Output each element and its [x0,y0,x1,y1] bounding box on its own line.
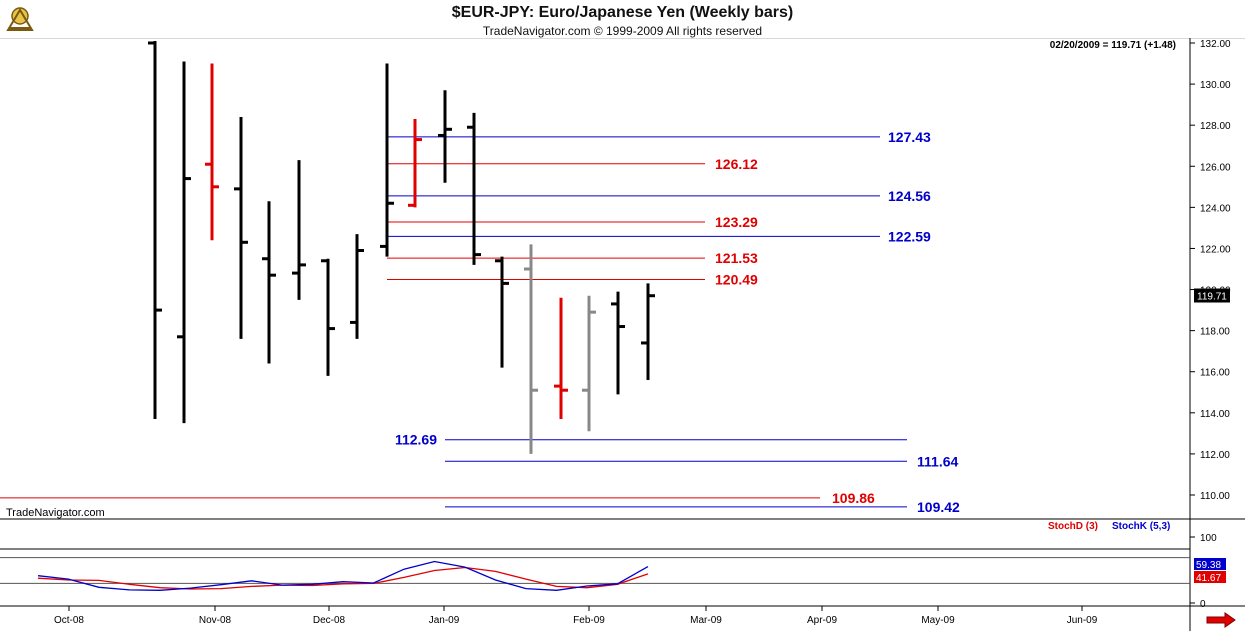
level-label: 109.42 [917,499,960,515]
stoch-d-line [37,566,649,590]
time-tick-label: Dec-08 [313,615,346,626]
level-label: 122.59 [888,228,931,244]
last-price-label: 119.71 [1197,292,1227,303]
price-tick-label: 112.00 [1200,450,1230,461]
stoch-k-badge [1194,558,1226,570]
time-tick-label: Apr-09 [807,615,837,626]
time-tick-label: Nov-08 [199,615,232,626]
scroll-right-arrow-icon[interactable] [1205,612,1237,628]
price-tick-label: 114.00 [1200,409,1230,420]
stoch-d-value: 41.67 [1196,573,1221,584]
time-tick-label: Mar-09 [690,615,722,626]
price-readout: 02/20/2009 = 119.71 (+1.48) [1049,40,1176,51]
time-tick-label: Jun-09 [1067,615,1098,626]
level-label: 127.43 [888,129,931,145]
chart-header: $EUR-JPY: Euro/Japanese Yen (Weekly bars… [0,0,1245,39]
osc-tick-label: 0 [1200,599,1206,610]
stoch-k-legend: StochK (5,3) [1112,521,1171,532]
price-tick-label: 130.00 [1200,80,1231,91]
stoch-k-line [37,560,649,591]
price-tick-label: 128.00 [1200,121,1231,132]
price-tick-label: 116.00 [1200,368,1230,379]
level-label: 111.64 [917,453,958,469]
brand-label: TradeNavigator.com [6,507,105,519]
level-label: 120.49 [715,271,758,287]
chart-subtitle: TradeNavigator.com © 1999-2009 All right… [482,24,763,38]
time-tick-label: Oct-08 [54,615,84,626]
level-label: 121.53 [715,250,758,266]
chart-title: $EUR-JPY: Euro/Japanese Yen (Weekly bars… [451,4,794,21]
stoch-d-badge [1194,571,1226,583]
time-tick-label: Jan-09 [429,615,460,626]
level-label: 126.12 [715,156,758,172]
price-tick-label: 122.00 [1200,244,1231,255]
price-tick-label: 124.00 [1200,203,1231,214]
level-label: 124.56 [888,188,931,204]
price-tick-label: 132.00 [1200,39,1231,50]
level-label: 123.29 [715,214,758,230]
price-tick-label: 110.00 [1200,491,1230,502]
level-label: 109.86 [832,490,875,506]
sextant-logo-icon [6,7,34,31]
stoch-k-value: 59.38 [1196,560,1221,571]
stoch-d-legend: StochD (3) [1048,521,1098,532]
price-tick-label: 126.00 [1200,162,1231,173]
level-label: 112.69 [395,432,437,448]
time-tick-label: Feb-09 [573,615,605,626]
last-price-badge [1194,288,1230,303]
price-chart[interactable]: 132.00 130.00 128.00 126.00 124.00 122.00 120.… [0,38,1245,631]
price-tick-label: 118.00 [1200,327,1230,338]
time-tick-label: May-09 [921,615,955,626]
osc-tick-label: 100 [1200,533,1217,544]
